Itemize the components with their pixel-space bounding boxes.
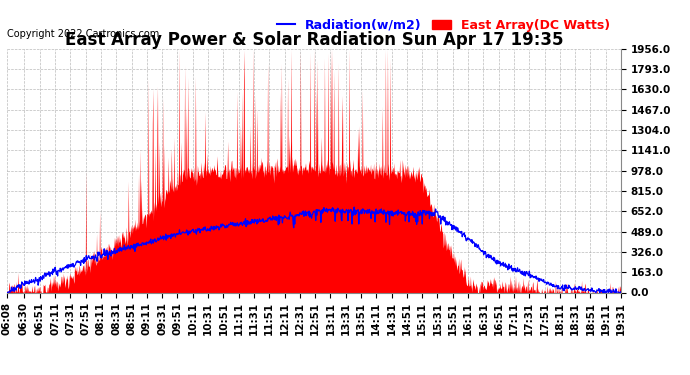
Text: Copyright 2022 Cartronics.com: Copyright 2022 Cartronics.com xyxy=(7,29,159,39)
Title: East Array Power & Solar Radiation Sun Apr 17 19:35: East Array Power & Solar Radiation Sun A… xyxy=(65,31,563,49)
Legend: Radiation(w/m2), East Array(DC Watts): Radiation(w/m2), East Array(DC Watts) xyxy=(271,13,615,37)
